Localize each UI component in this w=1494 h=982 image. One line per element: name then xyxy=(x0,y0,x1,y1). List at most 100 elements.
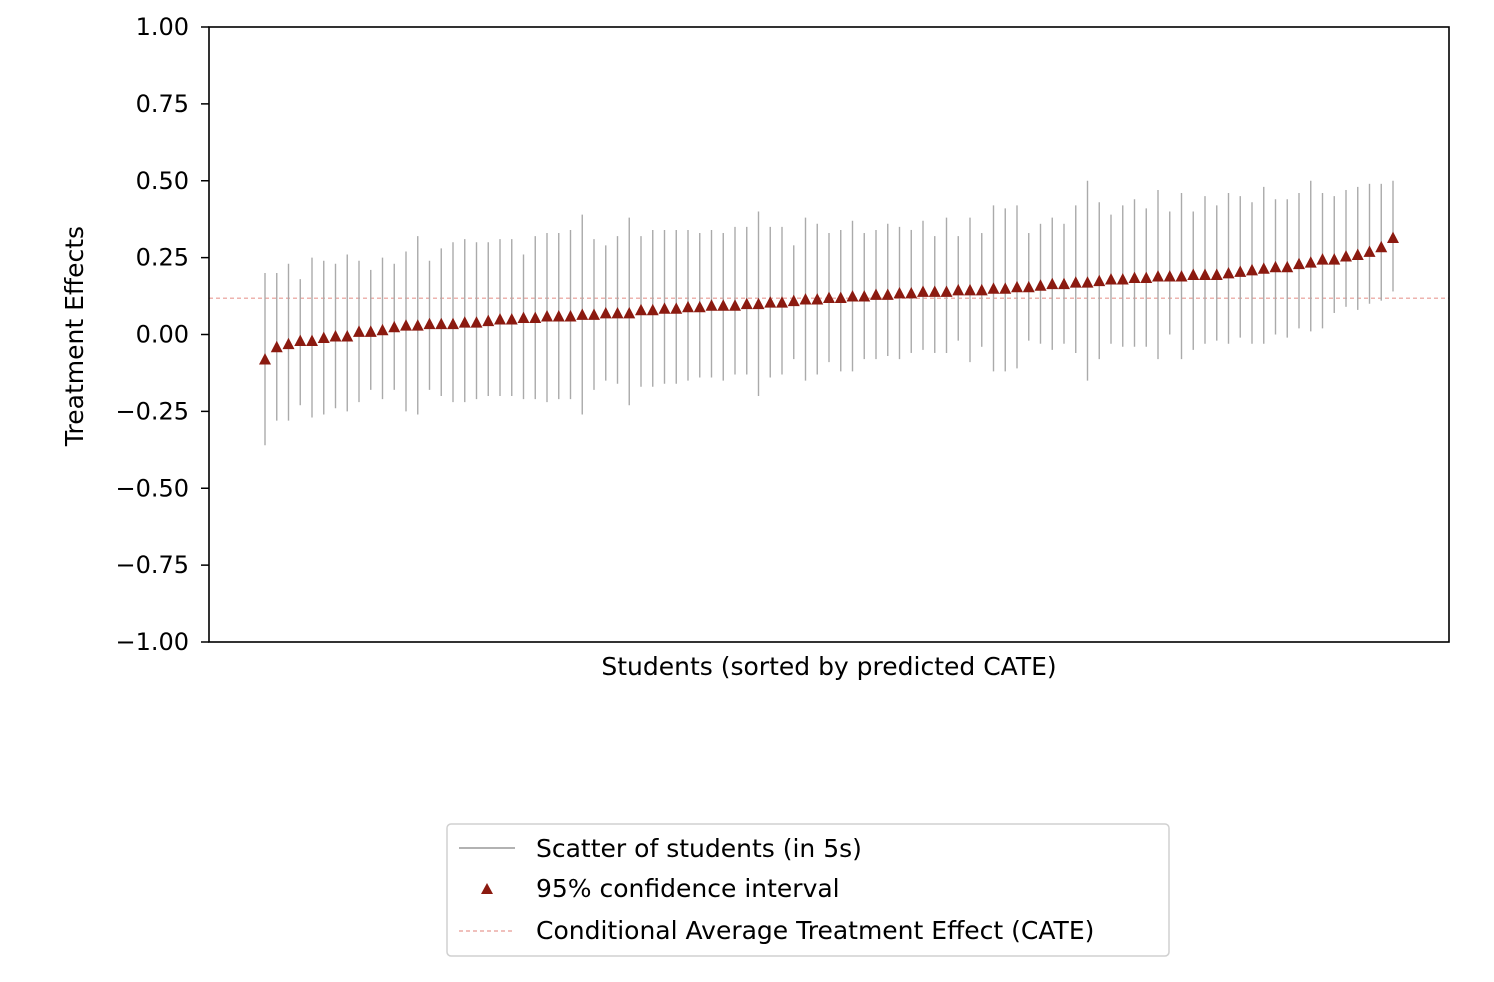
ci-marker xyxy=(952,283,965,296)
ci-marker xyxy=(870,288,882,300)
ci-marker xyxy=(1175,270,1188,282)
ci-marker xyxy=(693,300,706,313)
legend-item-confidence: 95% confidence interval xyxy=(536,874,840,903)
ci-marker xyxy=(529,311,542,323)
ci-marker xyxy=(1011,280,1023,293)
legend-item-cate: Conditional Average Treatment Effect (CA… xyxy=(536,916,1094,945)
ci-marker xyxy=(717,299,730,311)
ci-marker xyxy=(623,306,636,319)
legend-box xyxy=(446,823,1170,957)
ci-marker xyxy=(341,330,354,342)
ci-marker xyxy=(376,323,389,336)
ci-marker xyxy=(705,299,718,311)
marks-layer xyxy=(209,180,1449,446)
legend: Scatter of students (in 5s) 95% confiden… xyxy=(446,823,1170,957)
y-tick-label: −0.25 xyxy=(115,397,189,425)
ci-marker xyxy=(1246,263,1258,276)
y-axis-ticks: 1.00 0.75 0.50 0.25 0.00 −0.25 −0.50 −0.75 −1.00 xyxy=(115,13,209,656)
ci-marker xyxy=(599,306,612,319)
y-tick-label: −1.00 xyxy=(115,628,189,656)
ci-marker xyxy=(482,314,495,327)
ci-marker xyxy=(494,313,506,325)
plot-frame xyxy=(208,26,1450,643)
ci-marker xyxy=(1022,280,1035,293)
y-tick-label: 0.00 xyxy=(136,321,189,349)
ci-marker xyxy=(1058,277,1070,290)
ci-marker xyxy=(928,285,941,297)
ci-marker xyxy=(282,337,295,350)
ci-marker xyxy=(1387,231,1399,244)
ci-marker xyxy=(1340,250,1352,262)
ci-marker xyxy=(329,330,342,342)
ci-marker xyxy=(658,302,671,314)
ci-marker xyxy=(259,353,271,365)
y-tick-label: 0.75 xyxy=(136,90,189,118)
ci-marker xyxy=(576,308,589,320)
ci-marker xyxy=(1257,262,1270,274)
ci-marker xyxy=(364,325,377,337)
ci-marker xyxy=(834,291,847,303)
ci-marker xyxy=(1210,268,1223,280)
ci-marker xyxy=(1222,267,1235,279)
ci-marker xyxy=(846,290,859,302)
ci-marker xyxy=(541,310,553,322)
ci-marker xyxy=(975,283,988,296)
ci-marker xyxy=(306,334,318,347)
ci-marker xyxy=(787,294,800,307)
ci-marker xyxy=(823,291,835,303)
ci-marker xyxy=(635,303,647,316)
ci-marker xyxy=(1187,268,1200,280)
ci-marker xyxy=(1081,276,1094,288)
y-tick-label: 0.50 xyxy=(136,167,189,195)
ci-marker xyxy=(1375,240,1388,253)
ci-marker xyxy=(999,282,1012,294)
ci-marker xyxy=(317,331,330,343)
ci-marker xyxy=(1328,253,1341,265)
ci-marker xyxy=(470,316,483,328)
ci-marker xyxy=(1163,270,1176,282)
ci-marker xyxy=(1034,279,1047,291)
ci-marker xyxy=(294,334,307,347)
ci-marker xyxy=(1269,260,1282,273)
ci-marker xyxy=(776,296,788,308)
ci-marker xyxy=(1199,268,1211,280)
ci-marker xyxy=(729,299,741,311)
ci-marker xyxy=(670,302,683,314)
ci-marker xyxy=(858,290,871,302)
ci-marker xyxy=(752,297,765,310)
y-tick-label: −0.50 xyxy=(115,474,189,502)
ci-marker xyxy=(1128,271,1141,284)
ci-marker xyxy=(588,308,600,320)
y-axis-label: Treatment Effects xyxy=(60,226,89,447)
ci-marker xyxy=(646,303,659,316)
ci-marker xyxy=(423,317,436,330)
ci-marker xyxy=(893,286,906,299)
ci-marker xyxy=(811,293,824,305)
ci-marker xyxy=(1316,253,1329,265)
ci-marker xyxy=(270,340,283,353)
ci-marker xyxy=(1069,276,1082,288)
legend-item-scatter: Scatter of students (in 5s) xyxy=(536,834,862,863)
ci-marker xyxy=(1105,273,1117,285)
ci-marker xyxy=(411,319,424,331)
ci-marker xyxy=(1304,256,1317,268)
ci-marker xyxy=(1281,260,1294,273)
ci-marker xyxy=(1363,245,1376,257)
ci-marker xyxy=(940,285,953,297)
y-tick-label: −0.75 xyxy=(115,551,189,579)
ci-marker xyxy=(1093,274,1106,287)
ci-marker xyxy=(740,297,753,310)
ci-marker xyxy=(552,310,565,322)
ci-marker xyxy=(353,325,365,337)
ci-marker xyxy=(987,282,1000,294)
ci-marker xyxy=(447,317,459,330)
ci-marker xyxy=(917,285,929,297)
ci-marker xyxy=(881,288,894,300)
ci-marker xyxy=(799,293,812,305)
ci-marker xyxy=(1152,270,1164,282)
ci-marker xyxy=(388,320,401,333)
legend-triangle-icon xyxy=(481,883,493,894)
ci-marker xyxy=(564,310,577,322)
